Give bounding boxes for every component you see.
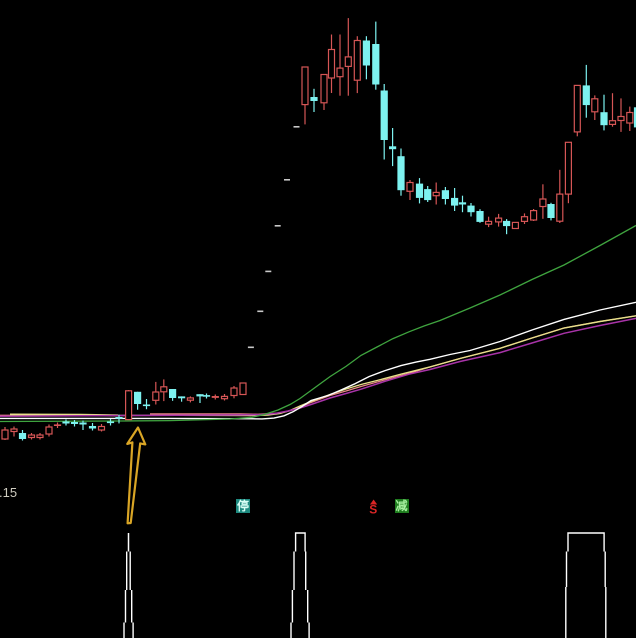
svg-text:S: S xyxy=(369,503,377,517)
